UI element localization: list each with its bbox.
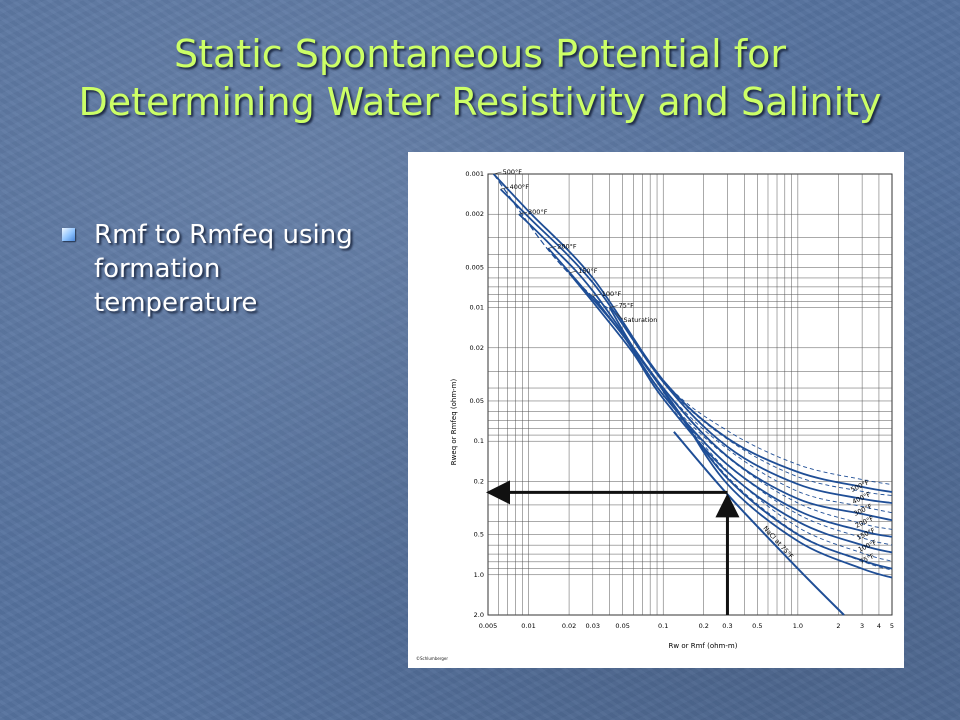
series-dashed-500f bbox=[493, 173, 893, 486]
series-dashed-200f bbox=[547, 248, 893, 530]
x-tick-label: 0.3 bbox=[722, 622, 732, 630]
y-tick-label: 0.005 bbox=[465, 263, 484, 271]
series-leader bbox=[500, 186, 509, 190]
title-line-2: Determining Water Resistivity and Salini… bbox=[78, 80, 882, 124]
y-axis-label: Rweq or Rmfeq (ohm-m) bbox=[450, 379, 458, 466]
series-label-left: 75°F bbox=[619, 302, 635, 310]
y-tick-label: 0.1 bbox=[474, 437, 484, 445]
y-tick-label: 0.5 bbox=[474, 531, 484, 539]
y-tick-label: 0.01 bbox=[470, 304, 484, 312]
bullet-text: Rmf to Rmfeq using formation temperature bbox=[94, 220, 353, 318]
chart-figure: 0.005 0.01 0.02 0.03 0.05 0.1 0.2 0.3 0.5 1.0 2 3 4 5… bbox=[408, 152, 904, 668]
saturation-label: Saturation bbox=[624, 316, 658, 324]
series-dashed-150f bbox=[568, 272, 893, 546]
y-tick-label: 2.0 bbox=[474, 611, 484, 619]
x-tick-label: 0.5 bbox=[752, 622, 762, 630]
y-tick-label: 0.05 bbox=[470, 397, 484, 405]
series-leader bbox=[518, 211, 528, 215]
y-tick-label: 0.002 bbox=[465, 210, 484, 218]
x-tick-label: 1.0 bbox=[793, 622, 803, 630]
series-line-500f bbox=[492, 173, 893, 493]
series-line-300f bbox=[518, 213, 893, 522]
chart-svg: 0.005 0.01 0.02 0.03 0.05 0.1 0.2 0.3 0.5 1.0 2 3 4 5… bbox=[416, 168, 894, 661]
nacl-line bbox=[673, 431, 845, 616]
x-tick-label: 0.2 bbox=[699, 622, 709, 630]
series-line-400f bbox=[499, 188, 893, 504]
title-line-1: Static Spontaneous Potential for bbox=[174, 32, 786, 76]
series-leader bbox=[609, 305, 618, 308]
grid-layer bbox=[487, 173, 893, 616]
credit-text: ©Schlumberger bbox=[416, 656, 448, 661]
x-tick-label: 0.01 bbox=[521, 622, 535, 630]
series-leader bbox=[493, 171, 502, 175]
series-leader bbox=[592, 293, 601, 297]
curve-layer bbox=[486, 173, 893, 616]
y-tick-label: 0.001 bbox=[465, 170, 484, 178]
bullet-list: Rmf to Rmfeq using formation temperature bbox=[58, 218, 384, 320]
saturation-line bbox=[493, 173, 617, 314]
saturation-leader bbox=[616, 312, 623, 320]
series-dashed-100f bbox=[592, 295, 893, 562]
series-dashed-75f bbox=[609, 307, 893, 571]
series-leader bbox=[569, 270, 578, 274]
series-label-left: 300°F bbox=[528, 208, 548, 216]
series-label-left: 400°F bbox=[510, 183, 530, 191]
y-tick-label: 0.02 bbox=[470, 344, 484, 352]
y-tick-label: 0.2 bbox=[474, 477, 484, 485]
series-dashed-300f bbox=[518, 213, 893, 514]
series-label-left: 500°F bbox=[503, 168, 523, 176]
series-leader bbox=[548, 246, 557, 249]
x-tick-label: 0.1 bbox=[658, 622, 668, 630]
x-tick-label: 2 bbox=[836, 622, 840, 630]
series-label-left: 100°F bbox=[602, 290, 622, 298]
slide-title: Static Spontaneous Potential for Determi… bbox=[0, 30, 960, 126]
x-tick-label: 0.05 bbox=[615, 622, 629, 630]
x-tick-label: 3 bbox=[860, 622, 864, 630]
series-label-left: 200°F bbox=[557, 242, 577, 250]
y-tick-label: 1.0 bbox=[474, 571, 484, 579]
series-line-75f bbox=[608, 307, 893, 579]
plot-border bbox=[487, 173, 893, 616]
x-tick-label: 0.03 bbox=[586, 622, 600, 630]
x-tick-label: 0.005 bbox=[479, 622, 498, 630]
x-axis-label: Rw or Rmf (ohm-m) bbox=[669, 642, 738, 650]
x-tick-label: 0.02 bbox=[562, 622, 576, 630]
series-dashed-400f bbox=[500, 188, 893, 496]
square-bullet-icon bbox=[62, 228, 75, 241]
x-tick-label: 4 bbox=[877, 622, 881, 630]
x-tick-label: 5 bbox=[890, 622, 894, 630]
bullet-item: Rmf to Rmfeq using formation temperature bbox=[58, 218, 384, 320]
series-label-left: 150°F bbox=[578, 267, 598, 275]
